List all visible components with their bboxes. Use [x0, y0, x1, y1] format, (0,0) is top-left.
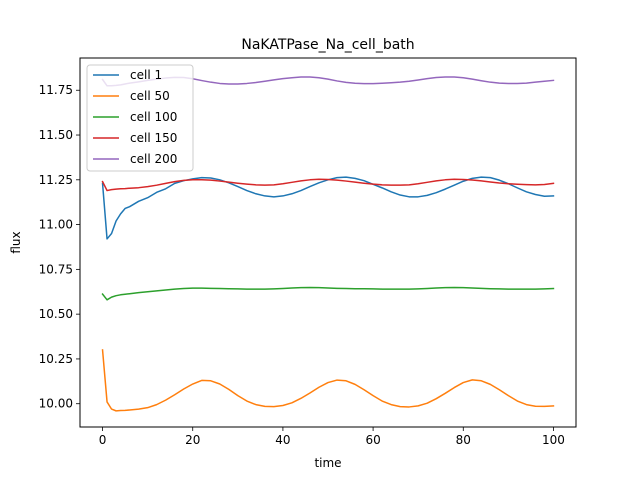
legend-label-2: cell 50 [130, 89, 170, 103]
x-tick-label: 100 [542, 433, 565, 447]
y-tick-label: 11.00 [39, 218, 73, 232]
series-line-1 [101, 176, 555, 240]
y-axis-label: flux [9, 231, 23, 253]
legend-box [86, 64, 194, 172]
axes-frame [79, 57, 577, 428]
series-line-2 [101, 349, 555, 412]
legend-label-3: cell 100 [130, 110, 177, 124]
x-axis-label: time [314, 456, 341, 470]
y-axis-ticks: 10.00 10.25 10.50 10.75 11.00 11.25 11.50 11.75 [39, 83, 80, 411]
y-tick-label: 11.25 [39, 173, 73, 187]
series-line-3 [101, 286, 555, 301]
series-layer [101, 76, 555, 412]
plot-area: 0 20 40 60 80 100 10.00 10.25 10.50 10.75 11.00 11… [39, 57, 577, 447]
x-tick-label: 40 [275, 433, 290, 447]
y-tick-label: 11.50 [39, 128, 73, 142]
y-tick-label: 10.50 [39, 307, 73, 321]
y-tick-label: 10.75 [39, 262, 73, 276]
x-tick-label: 60 [365, 433, 380, 447]
legend-label-1: cell 1 [130, 68, 162, 82]
legend-label-5: cell 200 [130, 152, 177, 166]
chart-title: NaKATPase_Na_cell_bath [241, 37, 414, 53]
legend-label-4: cell 150 [130, 131, 177, 145]
series-line-4 [101, 178, 555, 192]
x-tick-label: 0 [99, 433, 107, 447]
legend: cell 1 cell 50 cell 100 cell 150 cell 200 [86, 64, 194, 172]
x-tick-label: 80 [456, 433, 471, 447]
x-axis-ticks: 0 20 40 60 80 100 [99, 427, 565, 447]
y-tick-label: 10.25 [39, 352, 73, 366]
y-tick-label: 11.75 [39, 83, 73, 97]
y-tick-label: 10.00 [39, 397, 73, 411]
x-tick-label: 20 [185, 433, 200, 447]
